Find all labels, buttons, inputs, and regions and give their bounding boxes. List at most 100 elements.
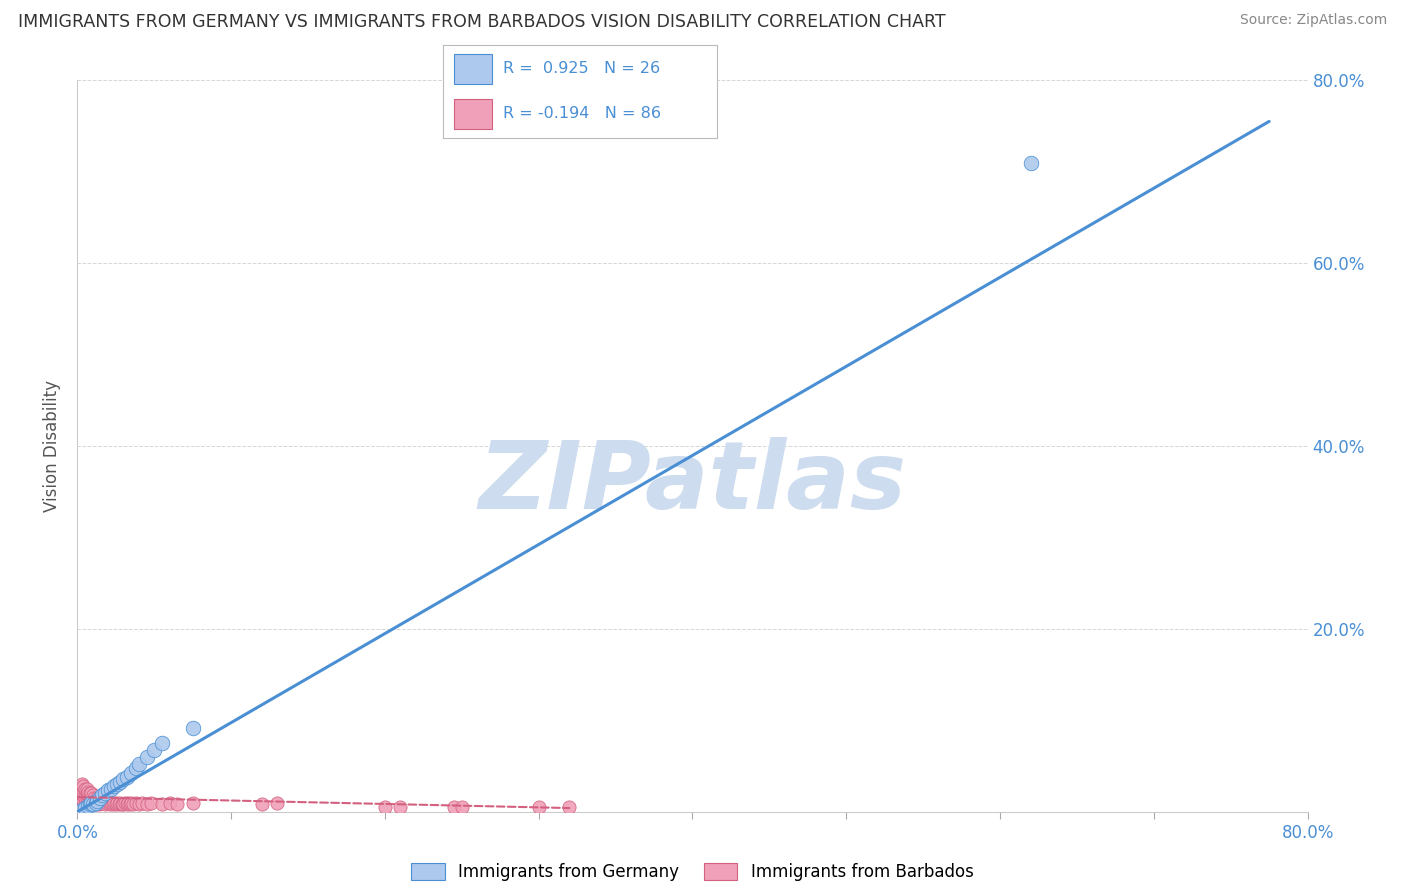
Point	[84, 796, 107, 810]
Point	[69, 781, 91, 796]
Point	[166, 797, 188, 812]
Point	[110, 796, 132, 810]
Point	[96, 796, 118, 810]
Point	[80, 791, 103, 805]
Point	[125, 761, 148, 775]
Point	[79, 787, 101, 801]
Point	[105, 777, 128, 791]
Point	[112, 797, 135, 812]
Point	[112, 772, 135, 786]
Point	[450, 800, 472, 814]
Point	[103, 779, 125, 793]
Point	[84, 794, 107, 808]
Point	[83, 796, 105, 810]
Point	[114, 796, 136, 810]
Point	[73, 801, 96, 815]
Point	[558, 800, 581, 814]
Point	[73, 781, 96, 796]
Point	[120, 796, 142, 810]
Point	[86, 796, 108, 810]
Text: R = -0.194   N = 86: R = -0.194 N = 86	[503, 106, 661, 121]
Point	[87, 797, 110, 812]
Point	[128, 797, 150, 812]
Point	[90, 796, 114, 810]
Point	[128, 757, 150, 772]
Point	[72, 789, 94, 803]
Point	[67, 791, 90, 805]
Point	[82, 797, 104, 812]
Point	[374, 800, 396, 814]
Legend: Immigrants from Germany, Immigrants from Barbados: Immigrants from Germany, Immigrants from…	[405, 856, 980, 888]
Point	[87, 794, 110, 808]
Point	[90, 789, 114, 803]
Point	[98, 797, 121, 812]
Point	[72, 794, 94, 808]
Point	[76, 781, 98, 796]
Point	[97, 794, 120, 808]
Point	[84, 797, 107, 812]
Point	[73, 791, 96, 805]
Point	[82, 789, 104, 803]
Point	[100, 796, 122, 810]
Point	[181, 796, 204, 810]
Point	[1019, 155, 1042, 169]
Point	[79, 791, 101, 805]
Point	[76, 791, 98, 805]
Point	[120, 766, 142, 780]
Point	[67, 787, 90, 801]
Point	[70, 787, 93, 801]
Y-axis label: Vision Disability: Vision Disability	[44, 380, 62, 512]
Point	[141, 796, 163, 810]
Point	[104, 797, 127, 812]
Point	[115, 797, 138, 812]
Point	[89, 791, 111, 805]
Point	[266, 796, 288, 810]
Point	[118, 797, 141, 812]
Point	[77, 789, 100, 803]
Point	[73, 796, 96, 810]
Point	[67, 796, 90, 810]
Point	[97, 782, 120, 797]
Point	[70, 796, 93, 810]
Point	[70, 781, 93, 796]
Point	[80, 796, 103, 810]
Text: ZIPatlas: ZIPatlas	[478, 436, 907, 529]
Bar	[454, 54, 492, 84]
Point	[111, 797, 134, 812]
Point	[143, 742, 166, 756]
Point	[80, 796, 103, 810]
Point	[94, 797, 117, 812]
Point	[77, 799, 100, 814]
Point	[79, 796, 101, 810]
Point	[69, 797, 91, 812]
Point	[105, 796, 128, 810]
Point	[86, 791, 108, 805]
Point	[101, 797, 124, 812]
Point	[108, 797, 131, 812]
Point	[77, 784, 100, 798]
Point	[527, 800, 550, 814]
Point	[135, 797, 157, 812]
Point	[80, 787, 103, 801]
Point	[70, 803, 93, 817]
Point	[117, 796, 139, 810]
Point	[82, 797, 104, 812]
Point	[89, 791, 111, 805]
Point	[110, 774, 132, 789]
Point	[125, 796, 148, 810]
Point	[131, 796, 153, 810]
Text: Source: ZipAtlas.com: Source: ZipAtlas.com	[1240, 13, 1388, 28]
Point	[159, 796, 181, 810]
Point	[76, 796, 98, 810]
Point	[70, 777, 93, 791]
Point	[93, 794, 115, 808]
Text: R =  0.925   N = 26: R = 0.925 N = 26	[503, 62, 661, 77]
Point	[86, 794, 108, 808]
Point	[100, 781, 122, 796]
Point	[72, 784, 94, 798]
Point	[83, 791, 105, 805]
Point	[89, 796, 111, 810]
Point	[72, 779, 94, 793]
Bar	[454, 99, 492, 129]
Point	[103, 796, 125, 810]
